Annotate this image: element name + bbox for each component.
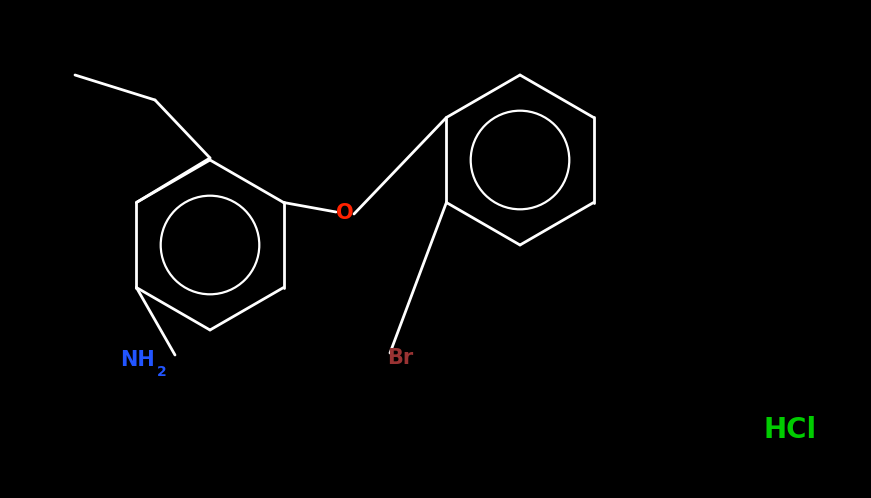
Text: O: O xyxy=(336,203,354,223)
Text: NH: NH xyxy=(120,350,155,370)
Text: HCl: HCl xyxy=(764,416,817,444)
Text: 2: 2 xyxy=(157,365,166,379)
Text: Br: Br xyxy=(387,348,413,368)
